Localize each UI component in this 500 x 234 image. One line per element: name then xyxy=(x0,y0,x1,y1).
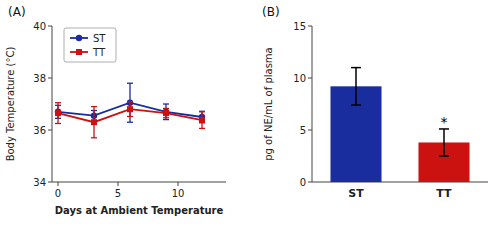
error-cap xyxy=(199,111,205,112)
error-cap xyxy=(351,67,361,69)
annotation: * xyxy=(441,114,448,130)
x-tick-label: 5 xyxy=(115,188,121,199)
error-cap xyxy=(163,103,169,104)
y-axis-line xyxy=(52,26,53,182)
y-tick-label: 38 xyxy=(33,73,46,84)
y-tick xyxy=(48,130,52,131)
error-cap xyxy=(163,117,169,118)
error-stem xyxy=(355,68,357,105)
panel-label: (B) xyxy=(262,5,280,19)
error-bar xyxy=(55,103,61,124)
legend-marker xyxy=(76,35,82,41)
error-bar xyxy=(351,68,361,105)
error-bar xyxy=(91,107,97,138)
y-tick-label: 15 xyxy=(293,21,306,32)
y-tick xyxy=(48,26,52,27)
error-cap xyxy=(351,104,361,106)
legend: ST TT xyxy=(64,28,116,62)
x-tick-label: ST xyxy=(348,187,364,200)
legend-box xyxy=(64,28,116,62)
y-tick-label: 34 xyxy=(33,177,46,188)
x-tick-label: 0 xyxy=(55,188,61,199)
error-cap xyxy=(55,102,61,103)
error-cap xyxy=(127,122,133,123)
error-bar xyxy=(163,104,169,120)
point xyxy=(91,119,97,125)
error-cap xyxy=(127,116,133,117)
y-axis-line xyxy=(312,26,313,182)
page: {"chart_data": [ {"type": "line", "title… xyxy=(0,0,500,234)
legend-label: ST xyxy=(93,33,106,44)
error-bar xyxy=(127,102,133,117)
panel-label: (A) xyxy=(8,5,26,19)
error-cap xyxy=(91,106,97,107)
error-cap xyxy=(127,101,133,102)
x-axis-line xyxy=(52,182,226,183)
y-axis: 34 36 38 40 Body Temperature (°C) xyxy=(5,21,52,188)
x-tick-label: TT xyxy=(436,187,452,200)
x-axis: ST TT xyxy=(312,182,488,200)
series xyxy=(55,102,205,138)
y-tick xyxy=(308,26,312,27)
error-cap xyxy=(163,108,169,109)
x-axis-label: Days at Ambient Temperature xyxy=(55,205,224,216)
plot-area xyxy=(330,68,469,182)
y-axis-label: Body Temperature (°C) xyxy=(5,47,16,162)
y-axis: 0 5 10 15 pg of NE/mL of plasma xyxy=(263,21,312,188)
y-tick-label: 10 xyxy=(293,73,306,84)
error-cap xyxy=(163,119,169,120)
y-axis-label: pg of NE/mL of plasma xyxy=(263,47,274,161)
chart: (A) 34 36 38 40 Body Temperature (°C) 0 5 10 Days… xyxy=(0,0,500,234)
y-tick xyxy=(308,78,312,79)
error-cap xyxy=(199,128,205,129)
y-tick-label: 36 xyxy=(33,125,46,136)
y-tick-label: 0 xyxy=(300,177,306,188)
error-cap xyxy=(127,83,133,84)
y-tick-label: 5 xyxy=(300,125,306,136)
error-bar xyxy=(127,83,133,122)
point xyxy=(163,110,169,116)
x-tick xyxy=(118,182,119,186)
error-bar xyxy=(163,108,169,117)
y-tick xyxy=(308,182,312,183)
error-cap xyxy=(55,123,61,124)
error-stem xyxy=(443,129,445,156)
x-tick xyxy=(178,182,179,186)
error-bar xyxy=(439,129,449,156)
legend-marker xyxy=(76,49,82,55)
error-bar xyxy=(199,112,205,129)
plot-area xyxy=(55,83,205,138)
x-axis: 0 5 10 Days at Ambient Temperature xyxy=(52,182,226,216)
y-tick xyxy=(48,78,52,79)
series-line xyxy=(58,103,202,117)
point xyxy=(127,106,133,112)
x-tick-label: 10 xyxy=(172,188,185,199)
point xyxy=(199,117,205,123)
point xyxy=(55,110,61,116)
error-cap xyxy=(439,155,449,157)
y-tick xyxy=(48,182,52,183)
legend-label: TT xyxy=(92,47,106,58)
x-tick xyxy=(58,182,59,186)
error-cap xyxy=(91,137,97,138)
series xyxy=(55,83,205,123)
y-tick xyxy=(308,130,312,131)
y-tick-label: 40 xyxy=(33,21,46,32)
error-cap xyxy=(199,111,205,112)
